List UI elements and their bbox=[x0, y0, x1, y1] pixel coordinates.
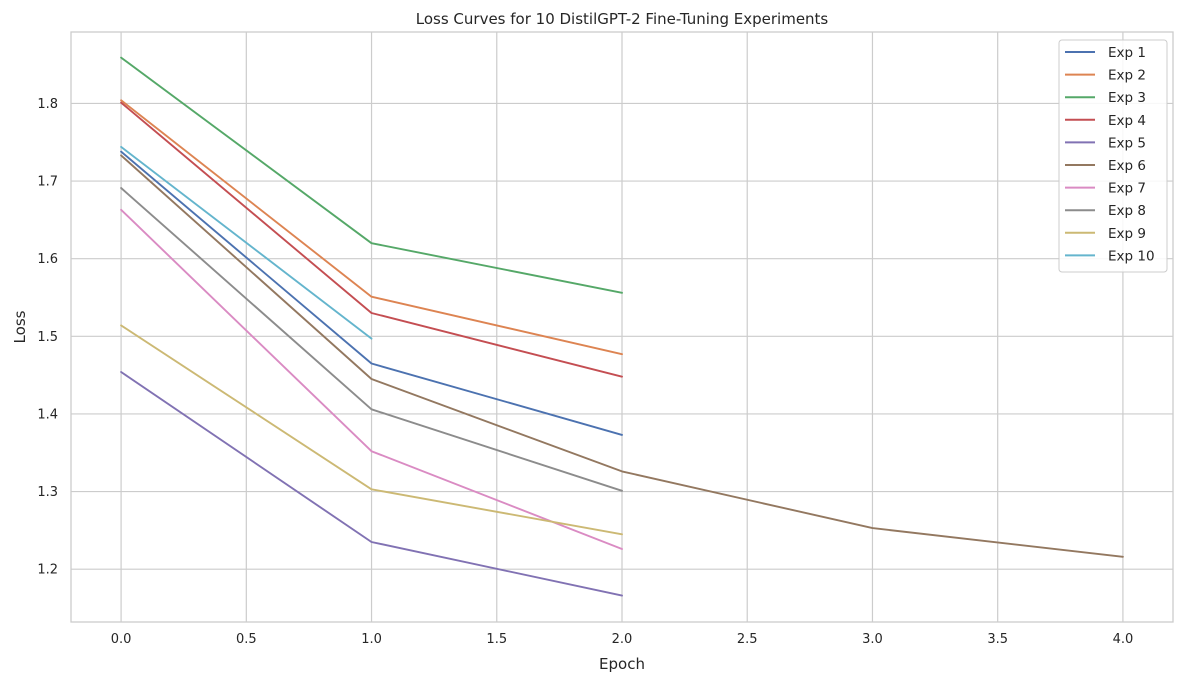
legend-label: Exp 3 bbox=[1108, 90, 1146, 106]
x-tick-label: 0.0 bbox=[111, 632, 132, 647]
x-tick-label: 4.0 bbox=[1113, 632, 1134, 647]
plot-frame bbox=[70, 31, 1174, 623]
series-line-exp-2 bbox=[120, 99, 623, 356]
x-tick-label: 3.0 bbox=[862, 632, 883, 647]
legend-label: Exp 7 bbox=[1108, 181, 1146, 197]
x-tick-labels: 0.0 0.5 1.0 1.5 2.0 2.5 3.0 3.5 4.0 bbox=[111, 632, 1134, 647]
legend-label: Exp 5 bbox=[1108, 135, 1146, 151]
legend-label: Exp 1 bbox=[1108, 45, 1146, 61]
y-tick-label: 1.5 bbox=[37, 330, 58, 345]
x-tick-label: 3.5 bbox=[987, 632, 1008, 647]
x-tick-label: 2.0 bbox=[612, 632, 633, 647]
y-tick-label: 1.7 bbox=[37, 175, 58, 190]
x-tick-label: 1.5 bbox=[486, 632, 507, 647]
legend-label: Exp 8 bbox=[1108, 203, 1146, 219]
legend-label: Exp 2 bbox=[1108, 68, 1146, 84]
x-tick-label: 2.5 bbox=[737, 632, 758, 647]
legend-label: Exp 10 bbox=[1108, 248, 1155, 264]
y-tick-label: 1.4 bbox=[37, 407, 58, 422]
x-tick-label: 1.0 bbox=[361, 632, 382, 647]
y-tick-label: 1.2 bbox=[37, 563, 58, 578]
series-line-exp-10 bbox=[120, 145, 373, 340]
legend: Exp 1 Exp 2 Exp 3 Exp 4 Exp 5 Exp 6 Exp 7 Exp 8… bbox=[1058, 39, 1168, 273]
series-line-exp-1 bbox=[120, 150, 623, 436]
chart-title: Loss Curves for 10 DistilGPT-2 Fine-Tuni… bbox=[416, 10, 829, 28]
series-line-exp-6 bbox=[120, 154, 1124, 558]
legend-label: Exp 4 bbox=[1108, 113, 1146, 129]
series-line-exp-9 bbox=[120, 324, 623, 536]
y-tick-label: 1.8 bbox=[37, 97, 58, 112]
legend-label: Exp 9 bbox=[1108, 226, 1146, 242]
x-tick-label: 0.5 bbox=[236, 632, 257, 647]
series-line-exp-7 bbox=[120, 208, 623, 550]
y-tick-labels: 1.2 1.3 1.4 1.5 1.6 1.7 1.8 bbox=[37, 97, 58, 578]
x-axis-label: Epoch bbox=[599, 655, 645, 673]
series-line-exp-4 bbox=[120, 101, 623, 378]
y-axis-label: Loss bbox=[11, 310, 29, 343]
series-line-exp-5 bbox=[120, 371, 623, 597]
series-lines bbox=[120, 56, 1124, 597]
y-tick-label: 1.3 bbox=[37, 485, 58, 500]
series-line-exp-8 bbox=[120, 187, 623, 492]
legend-label: Exp 6 bbox=[1108, 158, 1146, 174]
y-tick-label: 1.6 bbox=[37, 252, 58, 267]
series-line-exp-3 bbox=[120, 56, 623, 294]
